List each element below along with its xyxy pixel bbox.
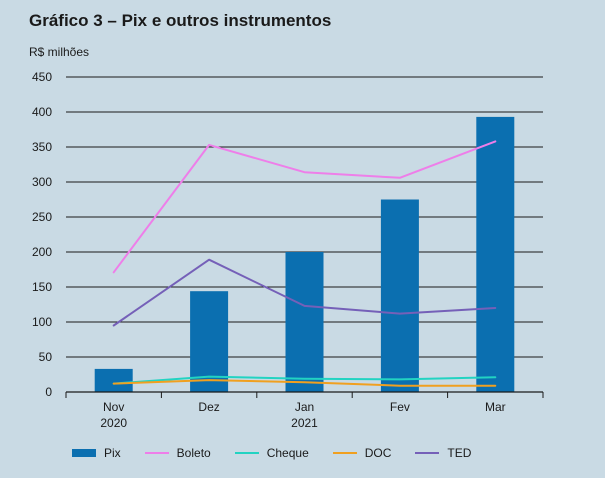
bar-pix-2 [285, 252, 324, 392]
legend-item-doc: DOC [332, 446, 392, 460]
legend-swatch [415, 452, 440, 454]
bar-pix-1 [190, 291, 229, 392]
y-tick-label: 50 [39, 350, 53, 364]
line-series [112, 140, 497, 387]
legend-item-ted: TED [415, 446, 471, 460]
legend-swatch [144, 452, 169, 454]
y-tick-label: 200 [32, 245, 52, 259]
legend-label: DOC [364, 446, 392, 460]
legend-label: Cheque [266, 446, 309, 460]
legend-item-cheque: Cheque [234, 446, 309, 460]
x-tick-year-label: 2020 [100, 416, 127, 430]
line-ted [112, 258, 497, 327]
y-tick-label: 400 [32, 105, 52, 119]
chart-title: Gráfico 3 – Pix e outros instrumentos [29, 11, 332, 30]
bar-series-pix [94, 116, 515, 393]
line-boleto [112, 140, 497, 274]
x-tick-label: Nov [103, 400, 124, 414]
line-doc [112, 379, 497, 387]
y-axis-ticks: 0 50 100 150 200 250 300 350 400 450 [32, 70, 52, 399]
x-axis-ticks: Nov 2020 Dez Jan 2021 Fev Mar [100, 400, 505, 430]
x-tick-label: Mar [485, 400, 506, 414]
y-tick-label: 300 [32, 175, 52, 189]
x-tick-label: Jan [295, 400, 314, 414]
legend-swatch [72, 449, 96, 457]
y-tick-label: 350 [32, 140, 52, 154]
x-tick-label: Dez [198, 400, 219, 414]
y-tick-label: 150 [32, 280, 52, 294]
legend-item-pix: Pix [72, 446, 121, 460]
y-tick-label: 0 [45, 385, 52, 399]
bar-pix-3 [380, 199, 419, 392]
y-axis-unit-label: R$ milhões [29, 45, 90, 59]
gridlines [66, 76, 543, 358]
y-tick-label: 100 [32, 315, 52, 329]
bar-pix-0 [94, 368, 133, 392]
legend-item-boleto: Boleto [144, 446, 211, 460]
x-axis [65, 391, 544, 398]
y-tick-label: 450 [32, 70, 52, 84]
legend-label: Boleto [176, 446, 211, 460]
x-tick-label: Fev [390, 400, 410, 414]
x-tick-year-label: 2021 [291, 416, 318, 430]
legend-label: TED [447, 446, 472, 460]
legend-swatch [234, 452, 259, 454]
legend-swatch [332, 452, 357, 454]
y-tick-label: 250 [32, 210, 52, 224]
line-cheque [112, 375, 497, 385]
legend-label: Pix [104, 446, 121, 460]
bar-pix-4 [476, 116, 515, 393]
legend: Pix Boleto Cheque DOC TED [72, 446, 495, 460]
